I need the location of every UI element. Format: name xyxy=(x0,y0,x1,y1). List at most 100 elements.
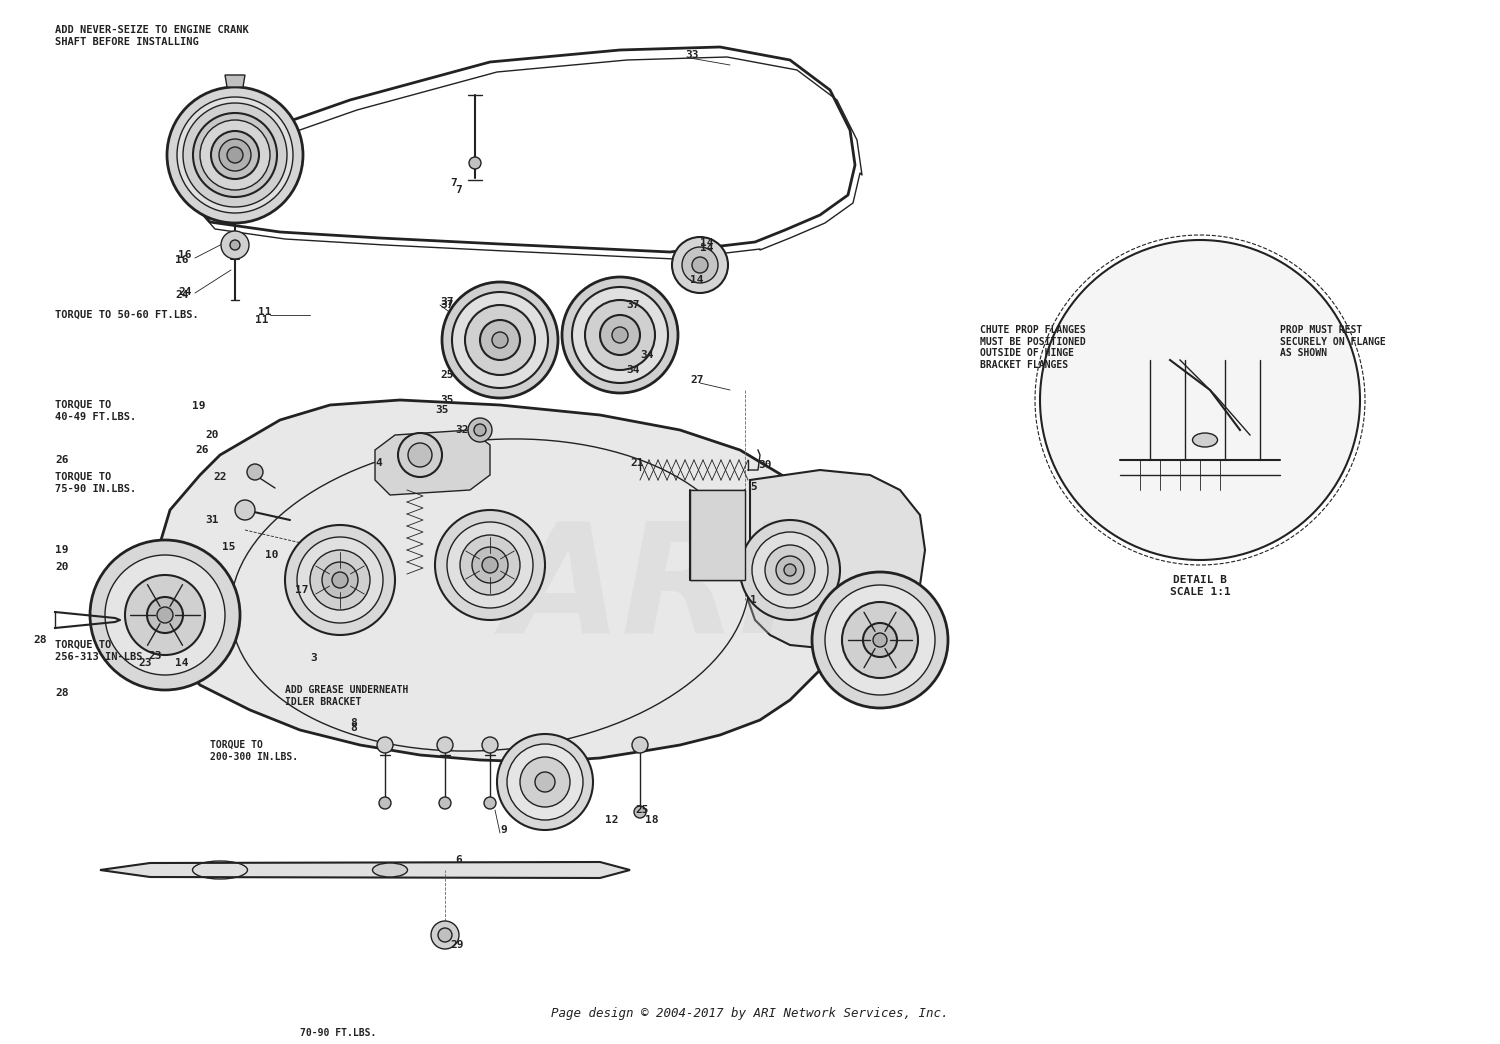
Text: 33: 33 xyxy=(686,50,699,60)
Text: 11: 11 xyxy=(258,307,272,317)
Circle shape xyxy=(482,737,498,753)
Circle shape xyxy=(585,300,656,370)
Circle shape xyxy=(536,772,555,792)
Text: 5: 5 xyxy=(750,482,756,492)
Text: 26: 26 xyxy=(56,455,69,465)
Circle shape xyxy=(332,572,348,588)
Text: 6: 6 xyxy=(454,855,462,865)
Text: 24: 24 xyxy=(176,290,189,300)
Text: 32: 32 xyxy=(454,425,468,435)
Text: 28: 28 xyxy=(33,635,46,645)
Text: 29: 29 xyxy=(450,940,464,950)
Text: 11: 11 xyxy=(255,315,268,325)
Circle shape xyxy=(194,113,278,197)
Text: 14: 14 xyxy=(700,243,714,253)
Text: 16: 16 xyxy=(176,255,189,265)
Text: 37: 37 xyxy=(440,300,453,310)
Circle shape xyxy=(380,797,392,809)
Circle shape xyxy=(862,623,897,657)
Text: CHUTE PROP FLANGES
MUST BE POSITIONED
OUTSIDE OF HINGE
BRACKET FLANGES: CHUTE PROP FLANGES MUST BE POSITIONED OU… xyxy=(980,325,1086,370)
Circle shape xyxy=(105,555,225,675)
Text: 37: 37 xyxy=(627,300,640,310)
Text: 14: 14 xyxy=(700,238,714,248)
Text: 8: 8 xyxy=(350,723,357,733)
Circle shape xyxy=(220,231,249,259)
Text: 14: 14 xyxy=(690,275,703,285)
Text: 18: 18 xyxy=(645,815,658,825)
Text: 34: 34 xyxy=(640,350,654,360)
Circle shape xyxy=(842,602,918,678)
Circle shape xyxy=(484,797,496,809)
Text: 17: 17 xyxy=(296,585,309,595)
Text: 19: 19 xyxy=(56,545,69,555)
Circle shape xyxy=(398,433,442,477)
Circle shape xyxy=(158,607,172,623)
Polygon shape xyxy=(748,470,926,648)
Circle shape xyxy=(442,282,558,398)
Circle shape xyxy=(600,315,640,355)
Text: TORQUE TO
40-49 FT.LBS.: TORQUE TO 40-49 FT.LBS. xyxy=(56,400,136,422)
Circle shape xyxy=(322,562,358,598)
Circle shape xyxy=(672,237,728,293)
Polygon shape xyxy=(150,400,844,762)
Circle shape xyxy=(873,633,886,647)
Circle shape xyxy=(147,597,183,633)
Circle shape xyxy=(632,737,648,753)
Circle shape xyxy=(784,564,796,576)
Circle shape xyxy=(470,157,482,169)
Circle shape xyxy=(460,535,520,595)
Text: 34: 34 xyxy=(627,365,640,375)
Circle shape xyxy=(219,139,251,171)
Circle shape xyxy=(692,257,708,272)
Circle shape xyxy=(634,806,646,818)
Text: 16: 16 xyxy=(178,250,192,260)
Ellipse shape xyxy=(372,863,408,877)
Text: TORQUE TO
75-90 IN.LBS.: TORQUE TO 75-90 IN.LBS. xyxy=(56,472,136,494)
Circle shape xyxy=(480,321,520,360)
Circle shape xyxy=(825,585,934,695)
Circle shape xyxy=(230,240,240,250)
Circle shape xyxy=(440,797,452,809)
Polygon shape xyxy=(225,75,245,87)
Text: 30: 30 xyxy=(758,460,771,470)
Circle shape xyxy=(520,757,570,807)
Text: TORQUE TO
256-313 IN-LBS: TORQUE TO 256-313 IN-LBS xyxy=(56,640,142,662)
Circle shape xyxy=(562,277,678,393)
Circle shape xyxy=(740,520,840,620)
Text: TORQUE TO 50-60 FT.LBS.: TORQUE TO 50-60 FT.LBS. xyxy=(56,310,198,321)
Circle shape xyxy=(248,464,262,480)
Circle shape xyxy=(572,287,668,383)
Circle shape xyxy=(482,557,498,573)
Circle shape xyxy=(492,332,508,348)
Text: 14: 14 xyxy=(176,658,189,668)
Ellipse shape xyxy=(1192,433,1218,447)
Circle shape xyxy=(211,130,260,179)
Text: 10: 10 xyxy=(266,550,279,560)
Text: ADD NEVER-SEIZE TO ENGINE CRANK
SHAFT BEFORE INSTALLING: ADD NEVER-SEIZE TO ENGINE CRANK SHAFT BE… xyxy=(56,25,249,47)
Text: 19: 19 xyxy=(192,401,206,411)
Text: ARI: ARI xyxy=(504,516,796,664)
Circle shape xyxy=(612,327,628,343)
Circle shape xyxy=(430,921,459,949)
Circle shape xyxy=(682,247,718,283)
Circle shape xyxy=(776,556,804,584)
Text: 37: 37 xyxy=(440,296,453,307)
Circle shape xyxy=(752,532,828,608)
Circle shape xyxy=(310,550,370,610)
Circle shape xyxy=(474,424,486,436)
Text: 23: 23 xyxy=(148,651,162,661)
Circle shape xyxy=(438,928,452,942)
Text: PROP MUST REST
SECURELY ON FLANGE
AS SHOWN: PROP MUST REST SECURELY ON FLANGE AS SHO… xyxy=(1280,325,1386,358)
Text: 24: 24 xyxy=(178,287,192,296)
Text: ADD GREASE UNDERNEATH
IDLER BRACKET: ADD GREASE UNDERNEATH IDLER BRACKET xyxy=(285,685,408,707)
Polygon shape xyxy=(375,430,490,495)
Circle shape xyxy=(465,305,536,375)
Text: 31: 31 xyxy=(206,515,219,525)
Text: 25: 25 xyxy=(634,805,648,815)
Circle shape xyxy=(376,737,393,753)
Text: 20: 20 xyxy=(56,562,69,572)
Circle shape xyxy=(507,744,584,820)
Text: 21: 21 xyxy=(630,458,644,468)
FancyBboxPatch shape xyxy=(690,490,746,580)
Circle shape xyxy=(124,575,206,655)
